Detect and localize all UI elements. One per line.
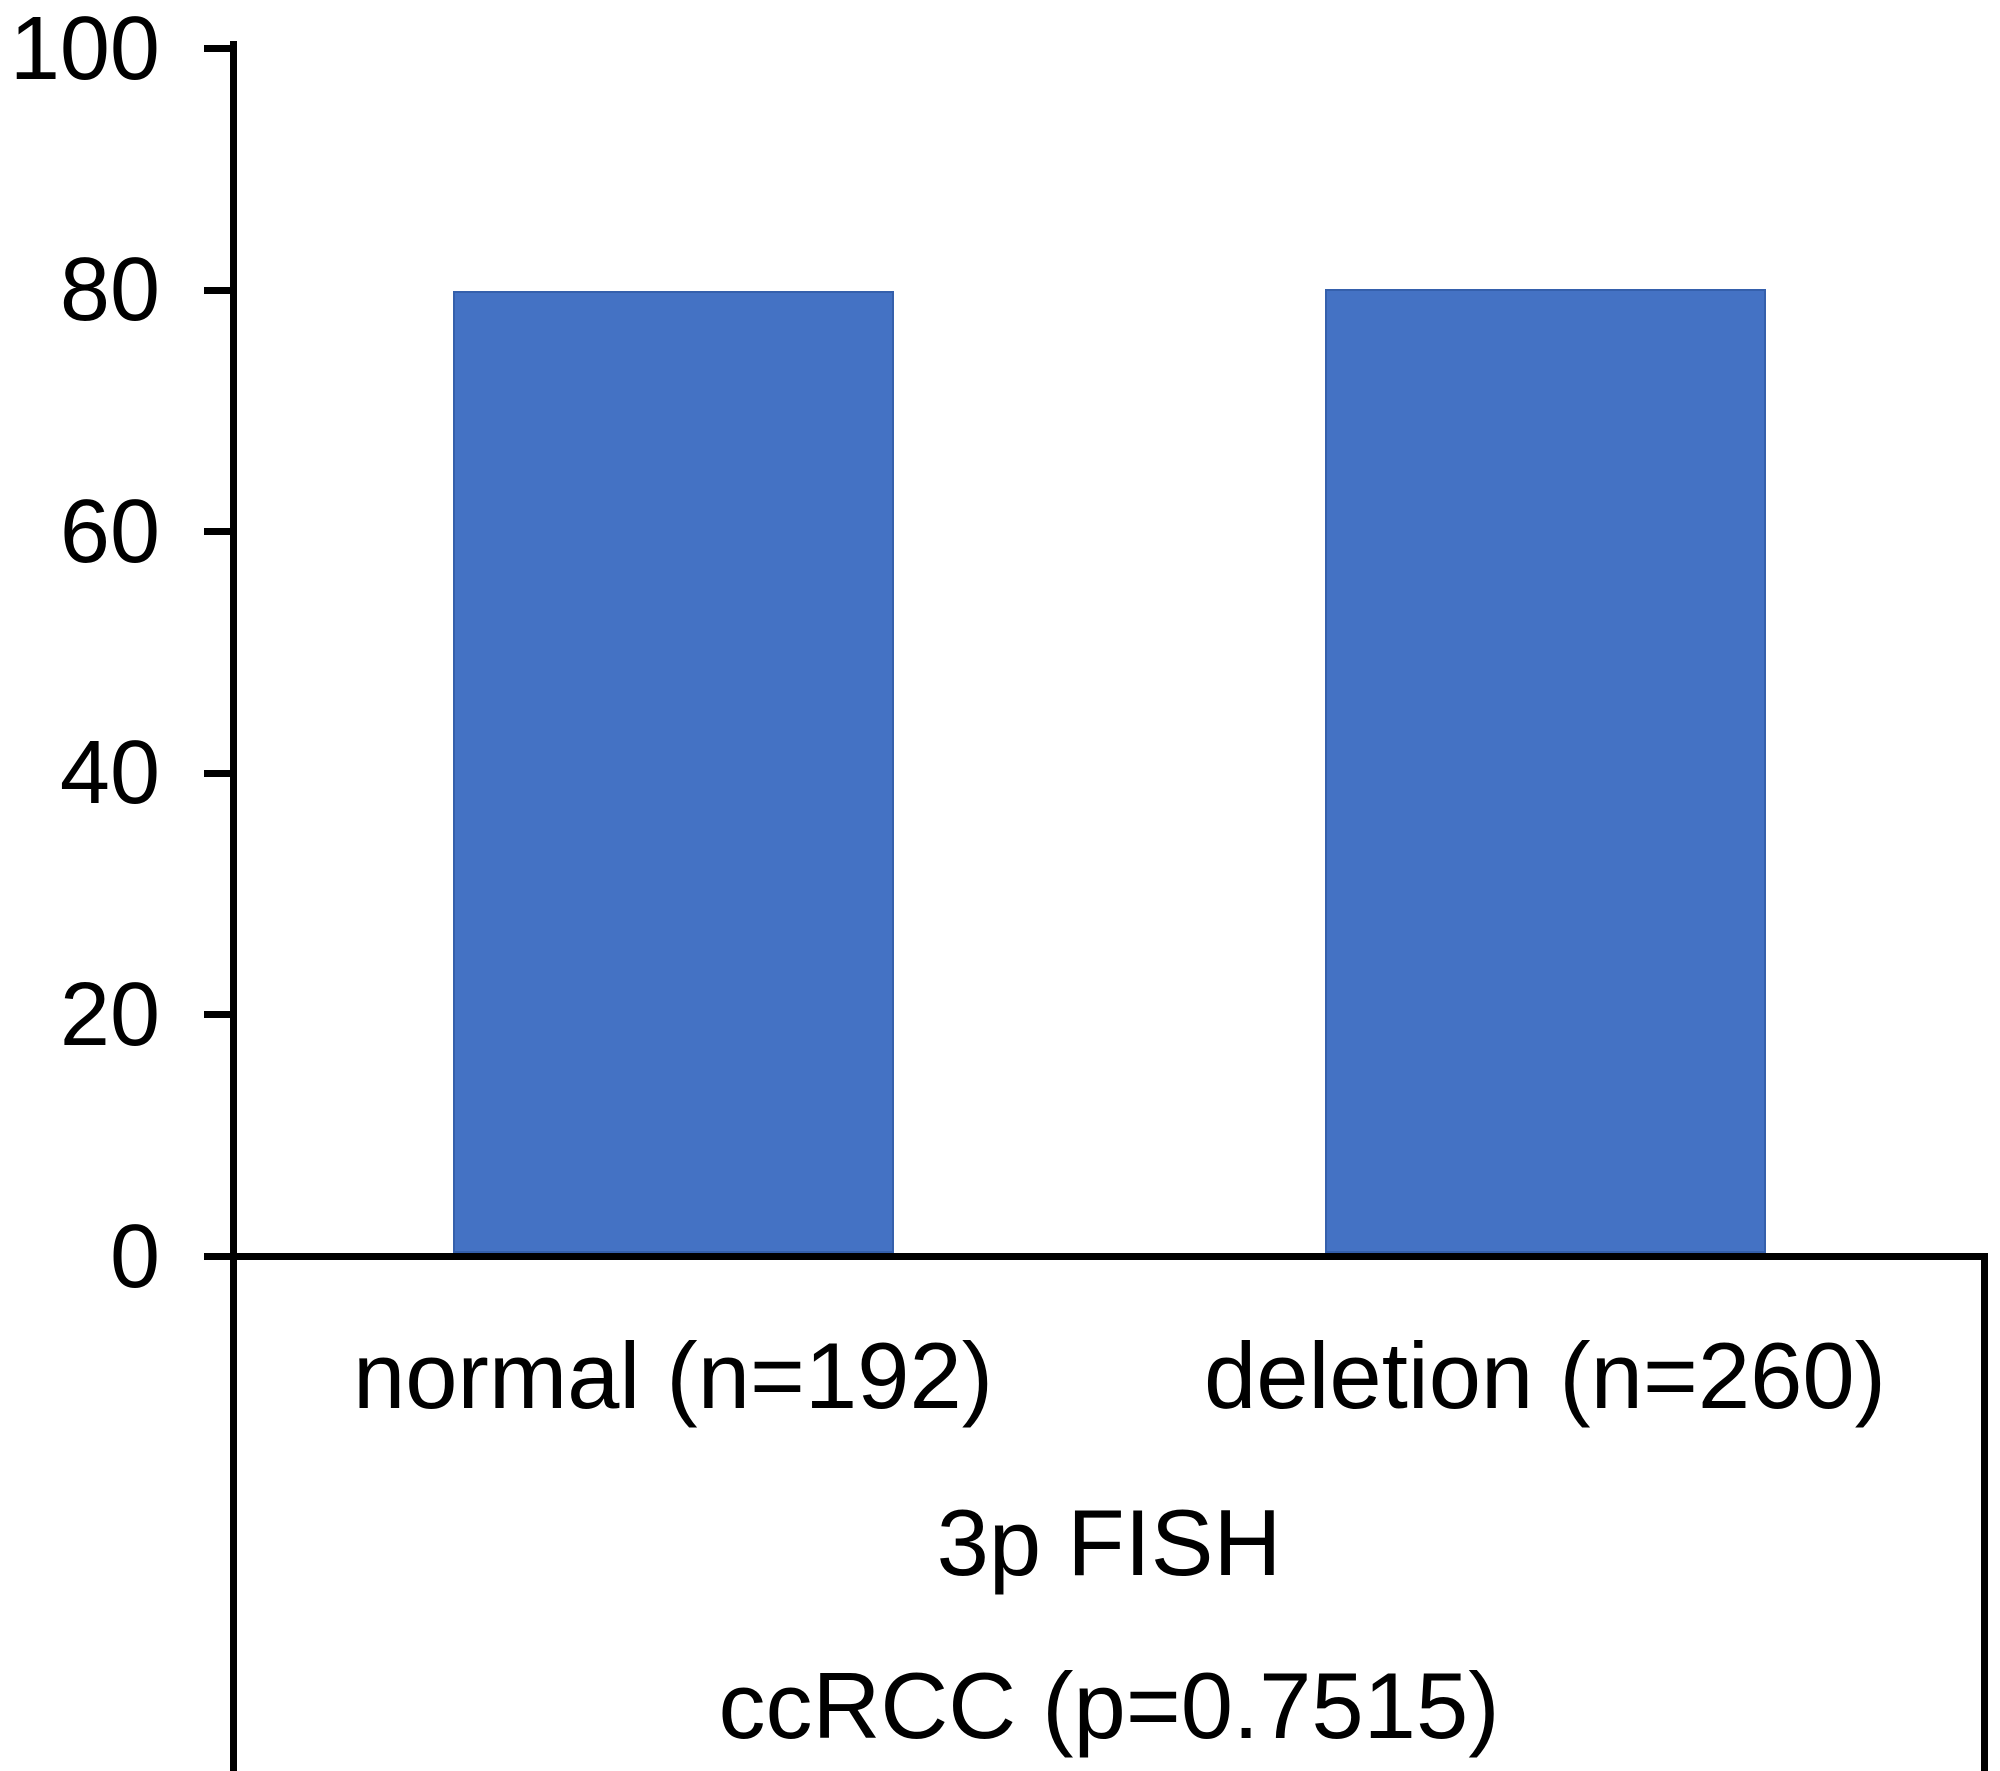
y-axis-tick-20 <box>204 1011 230 1018</box>
y-axis-tick-label-80: 80 <box>59 240 160 341</box>
bar-deletion <box>1325 289 1766 1253</box>
x-axis-baseline <box>230 1253 1988 1260</box>
y-axis-tick-0 <box>204 1253 230 1260</box>
y-axis-tick-label-0: 0 <box>109 1206 160 1307</box>
chart-subtitle-pvalue: ccRCC (p=0.7515) <box>718 1653 1500 1758</box>
y-axis-tick-60 <box>204 528 230 535</box>
plot-right-border-line <box>1981 1253 1988 1771</box>
y-axis-tick-label-40: 40 <box>59 723 160 824</box>
x-axis-title: 3p FISH <box>936 1490 1282 1595</box>
x-axis-category-labels: normal (n=192) deletion (n=260) <box>237 1322 1981 1430</box>
category-label-normal: normal (n=192) <box>352 1323 994 1428</box>
y-axis-tick-100 <box>204 45 230 52</box>
bar-normal <box>453 291 894 1253</box>
category-label-deletion: deletion (n=260) <box>1203 1323 1886 1428</box>
y-axis-tick-80 <box>204 287 230 294</box>
y-axis-tick-label-20: 20 <box>59 964 160 1065</box>
y-axis-tick-40 <box>204 770 230 777</box>
y-axis-tick-label-100: 100 <box>9 0 160 99</box>
y-axis-tick-label-60: 60 <box>59 481 160 582</box>
y-axis-line <box>230 41 237 1771</box>
